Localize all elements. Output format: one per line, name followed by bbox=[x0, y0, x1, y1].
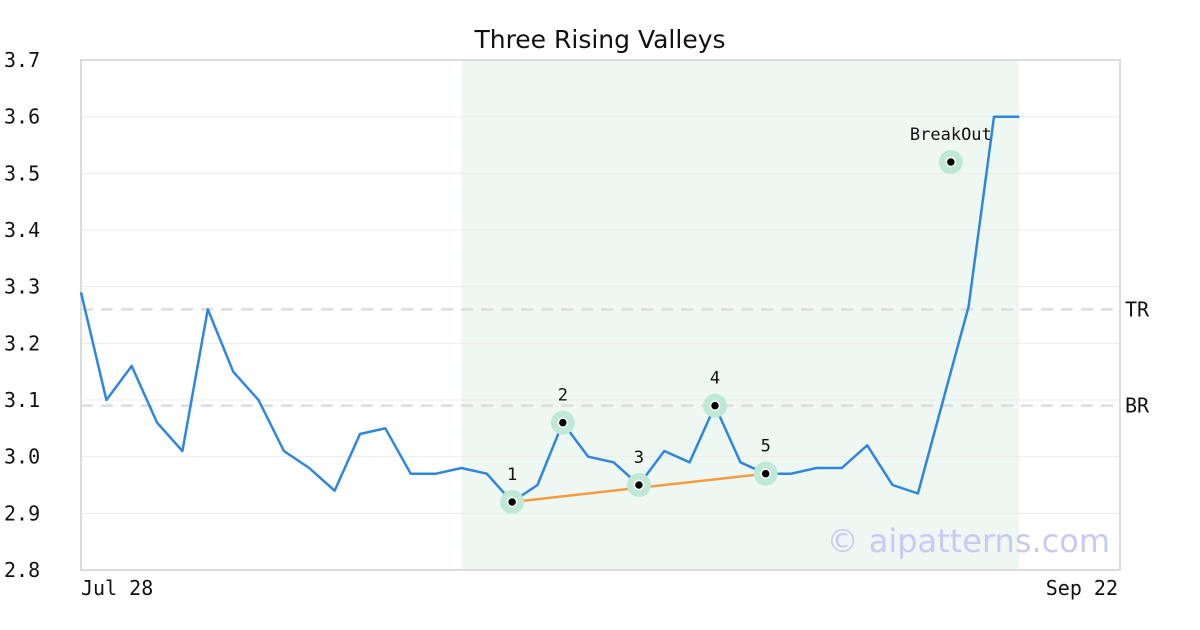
y-tick-label: 3.7 bbox=[4, 48, 40, 72]
marker-label: 4 bbox=[710, 369, 720, 389]
marker-point bbox=[633, 479, 645, 491]
marker-label: 5 bbox=[761, 437, 771, 457]
price-line bbox=[79, 115, 1020, 504]
x-tick-label: Jul 28 bbox=[81, 576, 153, 600]
reference-lines: TR BR bbox=[81, 297, 1150, 418]
reference-line-label: BR bbox=[1125, 394, 1150, 418]
highlight-region bbox=[461, 60, 1020, 570]
series-layer bbox=[79, 115, 1020, 504]
y-tick-label: 3.2 bbox=[4, 331, 40, 355]
y-tick-label: 3.0 bbox=[4, 445, 40, 469]
y-tick-label: 2.8 bbox=[4, 558, 40, 582]
x-tick-label: Sep 22 bbox=[1046, 576, 1118, 600]
y-axis-ticks: 2.8 2.9 3.0 3.1 3.2 3.3 3.4 3.5 3.6 3.7 bbox=[4, 48, 40, 582]
x-axis-ticks: Jul 28 Sep 22 bbox=[81, 576, 1118, 600]
y-tick-label: 3.3 bbox=[4, 275, 40, 299]
grid bbox=[81, 116, 1120, 514]
marker-point bbox=[506, 496, 518, 508]
marker-point bbox=[945, 156, 957, 168]
y-tick-label: 3.5 bbox=[4, 161, 40, 185]
reference-line-label: TR bbox=[1125, 297, 1150, 321]
chart-title: Three Rising Valleys bbox=[473, 25, 725, 54]
y-tick-label: 3.4 bbox=[4, 218, 40, 242]
marker-label: 2 bbox=[558, 386, 568, 406]
marker-point bbox=[760, 468, 771, 479]
marker-point bbox=[557, 417, 569, 428]
markers: 1 2 3 4 5 BreakOut bbox=[500, 125, 992, 514]
y-tick-label: 2.9 bbox=[4, 501, 40, 525]
marker-label: 3 bbox=[634, 448, 644, 468]
plot-frame bbox=[80, 59, 1121, 571]
marker-label: 1 bbox=[507, 465, 517, 485]
marker-point bbox=[709, 400, 721, 411]
plot-background bbox=[461, 60, 1020, 570]
watermark: © aipatterns.com bbox=[827, 522, 1110, 560]
y-tick-label: 3.6 bbox=[4, 105, 40, 129]
marker-label: BreakOut bbox=[910, 125, 992, 145]
y-tick-label: 3.1 bbox=[4, 388, 40, 412]
